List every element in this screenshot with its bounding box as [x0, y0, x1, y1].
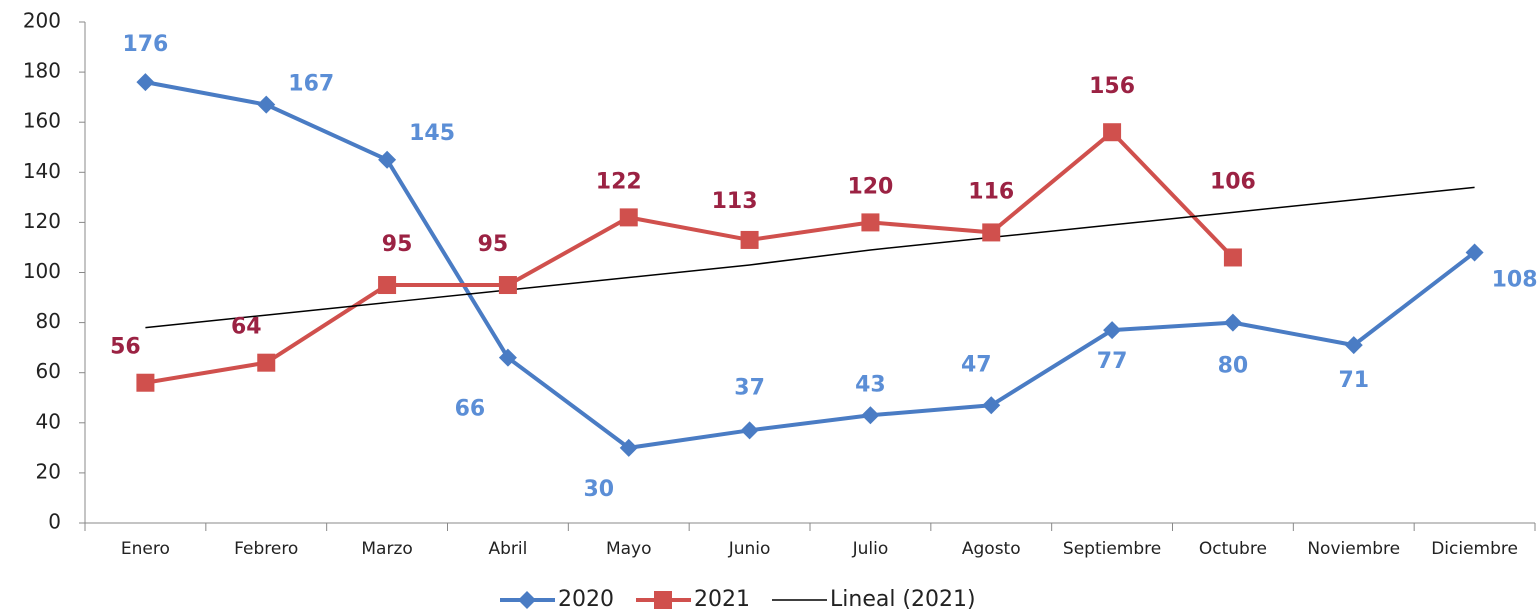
legend-marker [518, 591, 536, 609]
marker [1223, 248, 1242, 267]
marker [982, 396, 1001, 415]
data-label: 106 [1210, 169, 1256, 194]
x-tick-label: Mayo [606, 539, 652, 559]
y-tick-label: 0 [48, 510, 61, 534]
marker [1103, 321, 1122, 340]
data-label: 77 [1097, 349, 1128, 374]
x-tick-label: Junio [728, 539, 771, 559]
x-tick-label: Septiembre [1063, 539, 1161, 559]
data-label: 120 [847, 174, 893, 199]
y-tick-label: 20 [36, 459, 61, 483]
data-label: 156 [1089, 74, 1135, 99]
x-tick-label: Enero [121, 539, 170, 559]
y-tick-label: 80 [36, 309, 61, 333]
y-tick-label: 160 [23, 109, 61, 133]
x-tick-label: Abril [488, 539, 527, 559]
x-tick-label: Agosto [962, 539, 1021, 559]
data-label: 95 [478, 232, 509, 257]
data-label: 108 [1492, 267, 1538, 292]
legend-label: 2020 [558, 587, 614, 611]
marker [498, 348, 517, 367]
data-label: 64 [231, 315, 262, 340]
marker [1103, 123, 1122, 142]
y-tick-label: 60 [36, 359, 61, 383]
data-label: 71 [1338, 368, 1369, 393]
marker [740, 230, 759, 249]
y-tick-label: 200 [23, 9, 61, 33]
x-tick-label: Febrero [234, 539, 298, 559]
data-label: 116 [968, 179, 1014, 204]
y-tick-label: 140 [23, 159, 61, 183]
y-tick-label: 100 [23, 259, 61, 283]
marker [1344, 336, 1363, 355]
x-tick-label: Julio [852, 539, 889, 559]
data-label: 56 [110, 335, 141, 360]
series-line [145, 80, 1476, 450]
marker [257, 353, 276, 372]
x-tick-label: Diciembre [1431, 539, 1518, 559]
marker [982, 223, 1001, 242]
x-tick-label: Octubre [1199, 539, 1267, 559]
marker [378, 150, 397, 169]
marker [861, 406, 880, 425]
data-label: 37 [734, 375, 765, 400]
marker [619, 438, 638, 457]
marker [861, 213, 880, 232]
data-label: 43 [855, 372, 886, 397]
trend-line [145, 186, 1475, 329]
data-label: 176 [122, 32, 168, 57]
marker [1223, 313, 1242, 332]
marker [136, 373, 155, 392]
marker [257, 95, 276, 114]
series-line [145, 130, 1235, 385]
legend-marker [654, 591, 672, 609]
legend-label: 2021 [694, 587, 750, 611]
data-label: 66 [455, 397, 486, 422]
y-tick-label: 120 [23, 209, 61, 233]
y-tick-label: 180 [23, 59, 61, 83]
marker [740, 421, 759, 440]
data-label: 145 [409, 121, 455, 146]
marker [619, 208, 638, 227]
marker [498, 276, 517, 295]
marker [378, 276, 397, 295]
data-label: 167 [288, 72, 334, 97]
x-tick-label: Noviembre [1307, 539, 1400, 559]
x-tick-label: Marzo [361, 539, 412, 559]
y-tick-label: 40 [36, 409, 61, 433]
data-label: 113 [712, 189, 758, 214]
data-label: 80 [1218, 354, 1249, 379]
marker [1465, 243, 1484, 262]
legend-label: Lineal (2021) [830, 587, 976, 611]
data-label: 47 [961, 352, 992, 377]
marker [136, 73, 155, 92]
data-label: 30 [583, 477, 614, 502]
data-label: 95 [382, 232, 413, 257]
data-label: 122 [596, 169, 642, 194]
